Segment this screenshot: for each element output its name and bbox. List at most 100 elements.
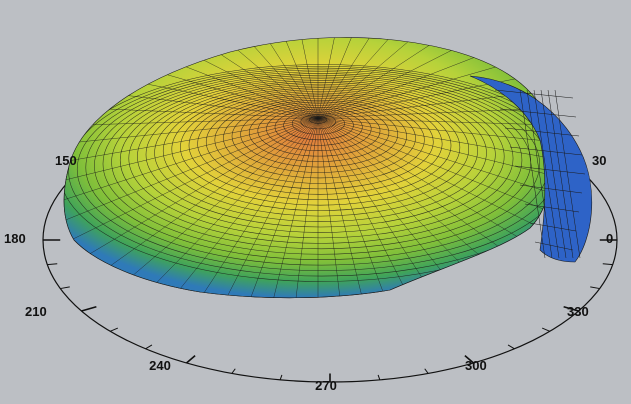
mesh-ring xyxy=(64,64,554,282)
mesh-ring xyxy=(145,82,496,228)
minor-tick xyxy=(590,286,600,290)
minor-tick xyxy=(377,374,381,381)
mesh-spoke xyxy=(157,117,319,298)
fold-grid-line xyxy=(514,165,586,175)
tick-label-300: 300 xyxy=(465,358,487,373)
mesh-spoke xyxy=(103,117,319,298)
major-tick-300 xyxy=(464,354,475,364)
fold-grid-line xyxy=(554,89,581,259)
mesh-ring xyxy=(300,114,337,130)
surface-mesh xyxy=(63,37,593,299)
mesh-ring xyxy=(214,96,425,184)
fold-grid-line xyxy=(529,222,577,232)
mesh-spoke xyxy=(317,83,554,119)
mesh-spoke xyxy=(284,117,319,298)
mesh-spoke xyxy=(317,104,554,119)
mesh-ring xyxy=(205,94,434,190)
polar-tick-labels: 0 30 150 180 210 240 270 300 330 xyxy=(4,153,613,393)
mesh-spoke xyxy=(317,117,554,197)
mesh-ring xyxy=(266,107,372,151)
mesh-spoke xyxy=(218,117,319,298)
mesh-spoke xyxy=(317,37,385,119)
mesh-spoke xyxy=(317,37,507,119)
mesh-spoke xyxy=(251,117,319,298)
minor-tick xyxy=(60,286,70,290)
mesh-ring xyxy=(274,108,363,146)
mesh-ring xyxy=(197,92,443,195)
mesh-ring xyxy=(137,80,505,233)
mesh-spoke xyxy=(129,37,319,119)
major-tick-210 xyxy=(81,305,97,312)
mesh-ring xyxy=(68,66,554,277)
mesh-spoke xyxy=(317,117,385,298)
mesh-spoke xyxy=(317,117,554,219)
mesh-spoke xyxy=(317,117,533,298)
tick-label-330: 330 xyxy=(567,304,589,319)
tick-label-180: 180 xyxy=(4,231,26,246)
mesh-spoke xyxy=(317,37,418,119)
mesh-spoke xyxy=(103,37,319,119)
mesh-spoke xyxy=(157,37,319,119)
mesh-ring xyxy=(162,85,478,217)
mesh-ring xyxy=(248,103,390,162)
fold-grid-line xyxy=(509,146,583,156)
minor-tick xyxy=(145,344,153,350)
minor-tick xyxy=(424,368,429,374)
mesh-ring xyxy=(257,105,381,157)
mesh-ring xyxy=(128,78,514,239)
minor-tick xyxy=(541,327,551,332)
mesh-spoke xyxy=(317,117,554,174)
mesh-spoke xyxy=(317,37,533,119)
mesh-ring xyxy=(171,87,470,211)
mesh-spoke xyxy=(64,117,319,151)
mesh-spoke xyxy=(317,37,352,119)
surface-edge-fold-grid xyxy=(494,89,586,259)
mesh-spoke xyxy=(284,37,319,119)
mesh-spoke xyxy=(317,117,507,298)
mesh-ring xyxy=(223,98,416,179)
tick-label-30: 30 xyxy=(592,153,606,168)
mesh-ring xyxy=(240,101,399,168)
surface-right-edge-fold xyxy=(469,75,593,263)
fold-grid-line xyxy=(519,184,583,194)
fold-grid-line xyxy=(526,89,553,259)
mesh-ring xyxy=(76,67,554,271)
fold-grid-line xyxy=(499,108,577,118)
minor-tick xyxy=(47,263,58,266)
mesh-spoke xyxy=(317,117,418,298)
major-tick-330 xyxy=(563,305,579,312)
minor-tick xyxy=(507,344,515,350)
mesh-spoke xyxy=(187,117,319,298)
mesh-spoke xyxy=(317,37,479,119)
tick-label-270: 270 xyxy=(315,378,337,393)
mesh-spoke xyxy=(317,117,352,298)
fold-grid-line xyxy=(534,241,574,251)
mesh-spoke xyxy=(317,117,554,242)
fold-grid-line xyxy=(547,89,574,259)
fold-grid-line xyxy=(540,89,567,259)
minor-tick xyxy=(231,368,236,374)
mesh-spoke xyxy=(64,117,319,128)
mesh-spoke xyxy=(317,117,554,151)
mesh-ring xyxy=(102,73,540,255)
tick-label-150: 150 xyxy=(55,153,77,168)
tick-label-210: 210 xyxy=(25,304,47,319)
mesh-spoke xyxy=(317,117,449,298)
mesh-ring xyxy=(154,83,487,222)
mesh-ring xyxy=(180,89,461,206)
fold-grid-line xyxy=(504,127,580,137)
mesh-ring xyxy=(119,76,523,244)
mesh-spoke xyxy=(64,117,319,174)
fold-grid-line xyxy=(519,89,546,259)
mesh-ring xyxy=(291,112,345,135)
mesh-ring xyxy=(85,69,554,266)
minor-tick xyxy=(279,374,283,381)
tick-label-0: 0 xyxy=(606,231,613,246)
mesh-ring xyxy=(231,99,407,173)
mesh-spoke xyxy=(64,117,319,219)
mesh-spoke xyxy=(64,117,319,197)
fold-grid-line xyxy=(524,203,580,213)
fold-grid-line xyxy=(533,89,560,259)
mesh-spoke xyxy=(317,117,554,128)
